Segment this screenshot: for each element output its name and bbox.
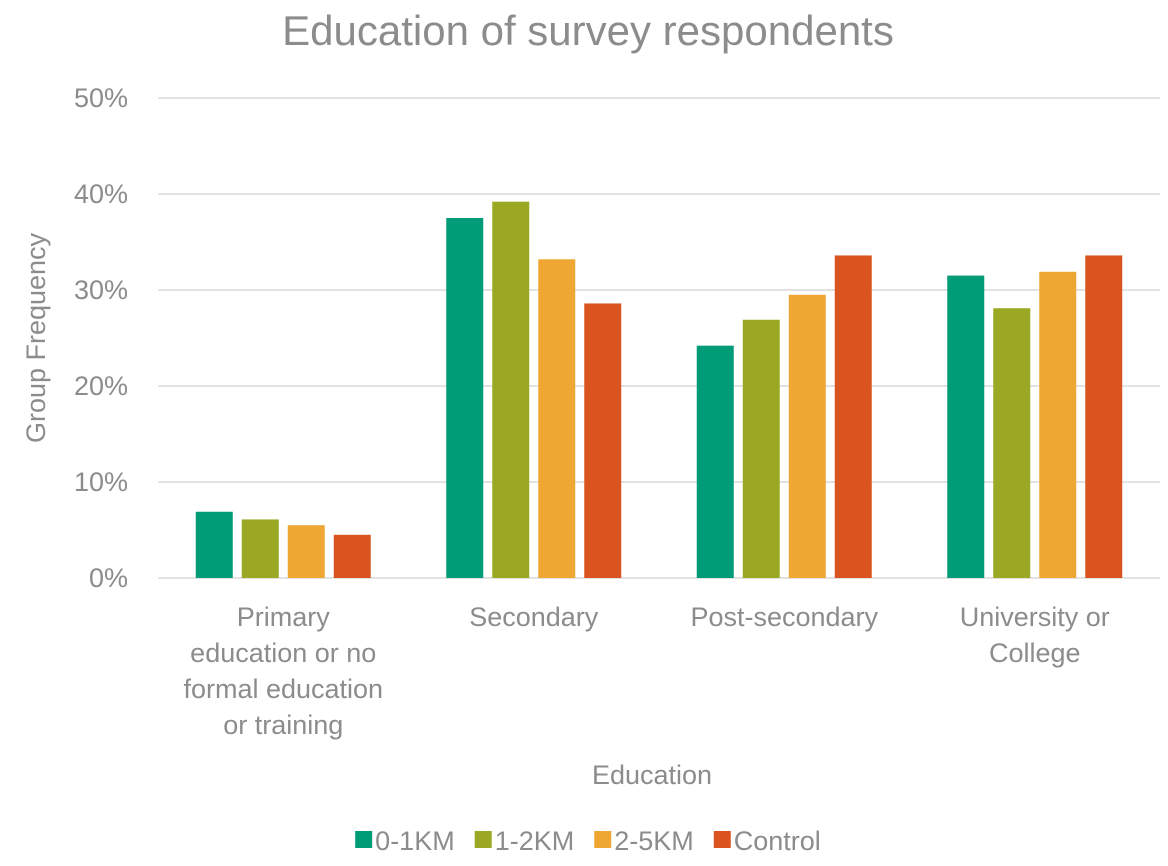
bar-1-2km	[993, 308, 1031, 578]
legend-label: 1-2KM	[495, 826, 575, 856]
x-tick-label: Primary education or no formal education or…	[183, 602, 383, 740]
legend-item: Control	[713, 826, 821, 856]
x-tick-label-line: Post-secondary	[690, 602, 878, 632]
bar-2-5km	[538, 259, 576, 578]
x-tick-label: Secondary	[469, 602, 599, 632]
legend-item: 2-5KM	[594, 826, 694, 856]
bar-0-1km	[696, 345, 734, 578]
bar-2-5km	[287, 525, 325, 578]
legend-swatch	[474, 831, 492, 848]
bar-control	[333, 534, 371, 578]
legend-item: 1-2KM	[474, 826, 575, 856]
chart-title: Education of survey respondents	[282, 7, 894, 54]
x-tick-label: University or College	[960, 602, 1110, 668]
y-tick-label: 10%	[74, 467, 128, 497]
bar-control	[1085, 255, 1123, 578]
x-tick-label-line: University or	[960, 602, 1110, 632]
legend-label: Control	[734, 826, 821, 856]
x-axis-tick-labels: Primary education or no formal education or…	[183, 602, 1109, 740]
bar-1-2km	[492, 201, 530, 578]
legend-label: 0-1KM	[375, 826, 455, 856]
legend-swatch	[594, 831, 612, 848]
bar-2-5km	[788, 294, 826, 578]
x-axis-title: Education	[592, 760, 712, 790]
y-axis-tick-labels: 0% 10% 20% 30% 40% 50%	[74, 83, 128, 593]
bar-control	[834, 255, 872, 578]
y-tick-label: 50%	[74, 83, 128, 113]
legend-swatch	[355, 831, 373, 848]
bar-0-1km	[446, 218, 484, 578]
x-tick-label-line: formal education	[183, 674, 383, 704]
bar-1-2km	[241, 519, 279, 578]
x-tick-label-line: Primary	[237, 602, 330, 632]
bar-0-1km	[947, 275, 985, 578]
x-tick-label-line: or training	[223, 710, 343, 740]
bars	[195, 201, 1123, 578]
bar-control	[584, 303, 622, 578]
legend-swatch	[713, 831, 731, 848]
legend: 0-1KM 1-2KM 2-5KM Control	[355, 826, 821, 856]
y-tick-label: 20%	[74, 371, 128, 401]
legend-item: 0-1KM	[355, 826, 455, 856]
bar-0-1km	[195, 511, 233, 578]
legend-label: 2-5KM	[614, 826, 694, 856]
x-tick-label: Post-secondary	[690, 602, 878, 632]
y-axis-title: Group Frequency	[21, 232, 51, 443]
bar-1-2km	[742, 319, 780, 578]
x-tick-label-line: Secondary	[469, 602, 599, 632]
y-tick-label: 30%	[74, 275, 128, 305]
bar-2-5km	[1039, 271, 1077, 578]
y-tick-label: 0%	[89, 563, 128, 593]
y-tick-label: 40%	[74, 179, 128, 209]
gridlines	[158, 97, 1160, 579]
x-tick-label-line: College	[989, 638, 1081, 668]
x-tick-label-line: education or no	[190, 638, 376, 668]
